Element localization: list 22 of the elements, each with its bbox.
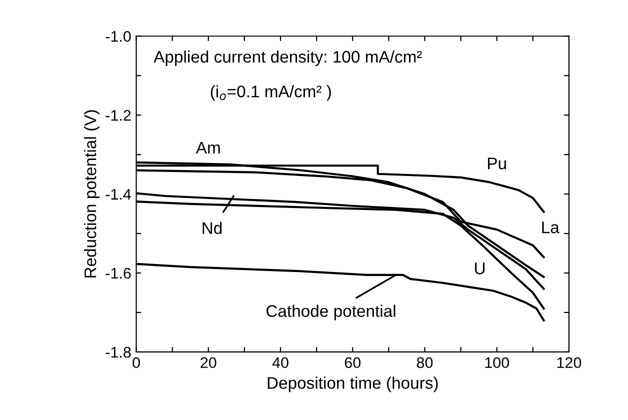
y-tick-label: -1.0 [106, 30, 131, 42]
x-tick-label: 60 [344, 357, 361, 368]
annotation: Am [196, 142, 220, 154]
x-axis-title: Deposition time (hours) [268, 376, 438, 392]
annotation: La [542, 222, 560, 234]
x-tick-label: 20 [200, 357, 216, 368]
annotation: Pu [488, 158, 506, 170]
x-tick-label: 40 [272, 357, 288, 368]
annotation: U [475, 262, 485, 274]
annotation: Cathode potential [266, 304, 396, 320]
y-tick-label: -1.2 [106, 110, 131, 121]
y-tick-label: -1.6 [106, 268, 131, 279]
annotation: Applied current density: 100 mA/cm² [154, 50, 422, 66]
annotation: (i$_{o}$=0.1 mA/cm² ) [210, 85, 331, 101]
x-tick-label: 100 [485, 357, 509, 368]
y-tick-label: -1.8 [106, 346, 131, 358]
annotation: Nd [202, 222, 222, 234]
x-tick-label: 80 [416, 357, 433, 368]
x-tick-label: 0 [132, 357, 140, 368]
x-tick-label: 120 [557, 357, 582, 368]
y-axis-title: Reduction potential (V) [84, 110, 100, 278]
y-tick-label: -1.4 [106, 189, 131, 200]
